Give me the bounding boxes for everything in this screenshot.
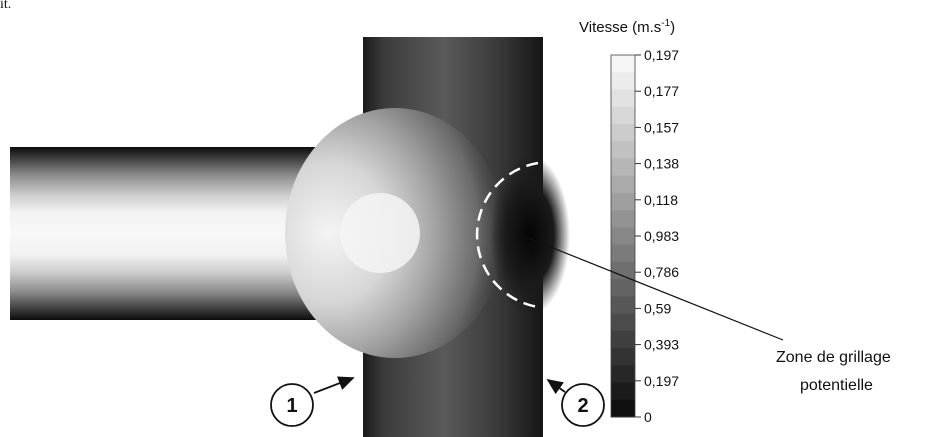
colorbar-band	[611, 55, 635, 73]
colorbar-band	[611, 227, 635, 246]
colorbar-tick-label: 0,59	[644, 300, 671, 316]
colorbar-tick-label: 0,197	[644, 47, 679, 63]
marker-1-arrow	[313, 376, 355, 394]
colorbar-band	[611, 89, 635, 108]
potential-zone-circle	[475, 161, 539, 309]
colorbar-tick-label: 0,983	[644, 228, 679, 244]
annotation-line1: Zone de grillage	[776, 349, 891, 366]
colorbar-tick-label: 0	[644, 409, 652, 425]
colorbar-band	[611, 175, 635, 194]
colorbar-tick-label: 0,118	[644, 192, 678, 208]
page-fragment-text: it.	[0, 0, 12, 10]
marker-1-label: 1	[286, 395, 297, 417]
colorbar-band	[611, 192, 635, 211]
colorbar-band	[611, 313, 635, 332]
colorbar-band	[611, 348, 635, 366]
colorbar-band	[611, 158, 635, 177]
annotation-leader-line	[512, 231, 784, 341]
colorbar-tick-label: 0,393	[644, 337, 679, 353]
marker-1-circle	[270, 383, 314, 427]
colorbar-band	[611, 210, 635, 228]
colorbar-tick-label: 0,177	[644, 83, 679, 99]
colorbar-tick-label: 0,157	[644, 119, 679, 135]
colorbar-title: Vitesse (m.s-1)	[579, 18, 675, 36]
jet-core	[340, 193, 420, 273]
colorbar-band	[611, 106, 635, 125]
colorbar-band	[611, 296, 635, 315]
colorbar-band	[611, 261, 635, 280]
colorbar-band	[611, 72, 635, 90]
colorbar-band	[611, 365, 635, 384]
marker-2-circle	[561, 383, 605, 427]
colorbar-tick-label: 0,197	[644, 373, 679, 389]
colorbar-tick-label: 0,786	[644, 264, 679, 280]
colorbar: 0,197 0,177 0,157 0,138 0,118 0,983 0,786 0,59 0…	[610, 47, 679, 425]
marker-2-arrow	[546, 378, 566, 395]
colorbar-band	[611, 382, 635, 401]
colorbar-tick-label: 0,138	[644, 156, 679, 172]
marker-2-label: 2	[577, 395, 588, 417]
colorbar-band	[611, 279, 635, 297]
colorbar-band	[611, 141, 635, 159]
stagnation-zone	[490, 155, 570, 315]
colorbar-band	[611, 330, 635, 349]
colorbar-band	[611, 244, 635, 263]
colorbar-band	[611, 123, 635, 142]
annotation-line2: potentielle	[800, 377, 873, 394]
colorbar-band	[611, 399, 635, 418]
